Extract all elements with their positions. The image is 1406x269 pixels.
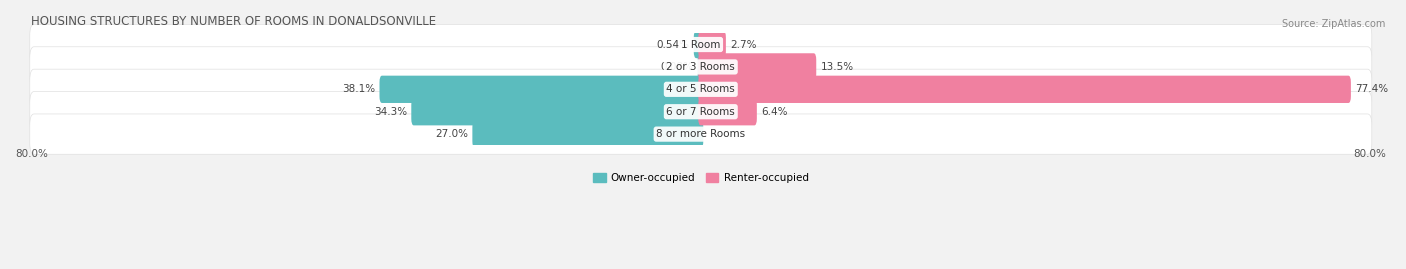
FancyBboxPatch shape <box>412 98 703 125</box>
Text: 1 Room: 1 Room <box>681 40 720 49</box>
Text: 34.3%: 34.3% <box>374 107 408 117</box>
FancyBboxPatch shape <box>699 98 756 125</box>
FancyBboxPatch shape <box>699 31 725 58</box>
FancyBboxPatch shape <box>697 53 703 81</box>
Legend: Owner-occupied, Renter-occupied: Owner-occupied, Renter-occupied <box>589 169 813 187</box>
FancyBboxPatch shape <box>30 91 1372 132</box>
FancyBboxPatch shape <box>30 24 1372 65</box>
Text: 0.08%: 0.08% <box>661 62 693 72</box>
FancyBboxPatch shape <box>30 47 1372 87</box>
Text: Source: ZipAtlas.com: Source: ZipAtlas.com <box>1281 19 1385 29</box>
Text: 4 or 5 Rooms: 4 or 5 Rooms <box>666 84 735 94</box>
Text: 27.0%: 27.0% <box>436 129 468 139</box>
FancyBboxPatch shape <box>30 69 1372 109</box>
FancyBboxPatch shape <box>699 53 817 81</box>
Text: 38.1%: 38.1% <box>342 84 375 94</box>
Text: 6 or 7 Rooms: 6 or 7 Rooms <box>666 107 735 117</box>
FancyBboxPatch shape <box>472 121 703 148</box>
Text: 2 or 3 Rooms: 2 or 3 Rooms <box>666 62 735 72</box>
Text: 0.54%: 0.54% <box>657 40 689 49</box>
Text: HOUSING STRUCTURES BY NUMBER OF ROOMS IN DONALDSONVILLE: HOUSING STRUCTURES BY NUMBER OF ROOMS IN… <box>31 15 436 28</box>
FancyBboxPatch shape <box>30 114 1372 154</box>
Text: 13.5%: 13.5% <box>821 62 853 72</box>
Text: 6.4%: 6.4% <box>761 107 787 117</box>
Text: 2.7%: 2.7% <box>730 40 756 49</box>
FancyBboxPatch shape <box>693 31 703 58</box>
FancyBboxPatch shape <box>699 76 1351 103</box>
Text: 77.4%: 77.4% <box>1355 84 1388 94</box>
Text: 8 or more Rooms: 8 or more Rooms <box>657 129 745 139</box>
FancyBboxPatch shape <box>380 76 703 103</box>
